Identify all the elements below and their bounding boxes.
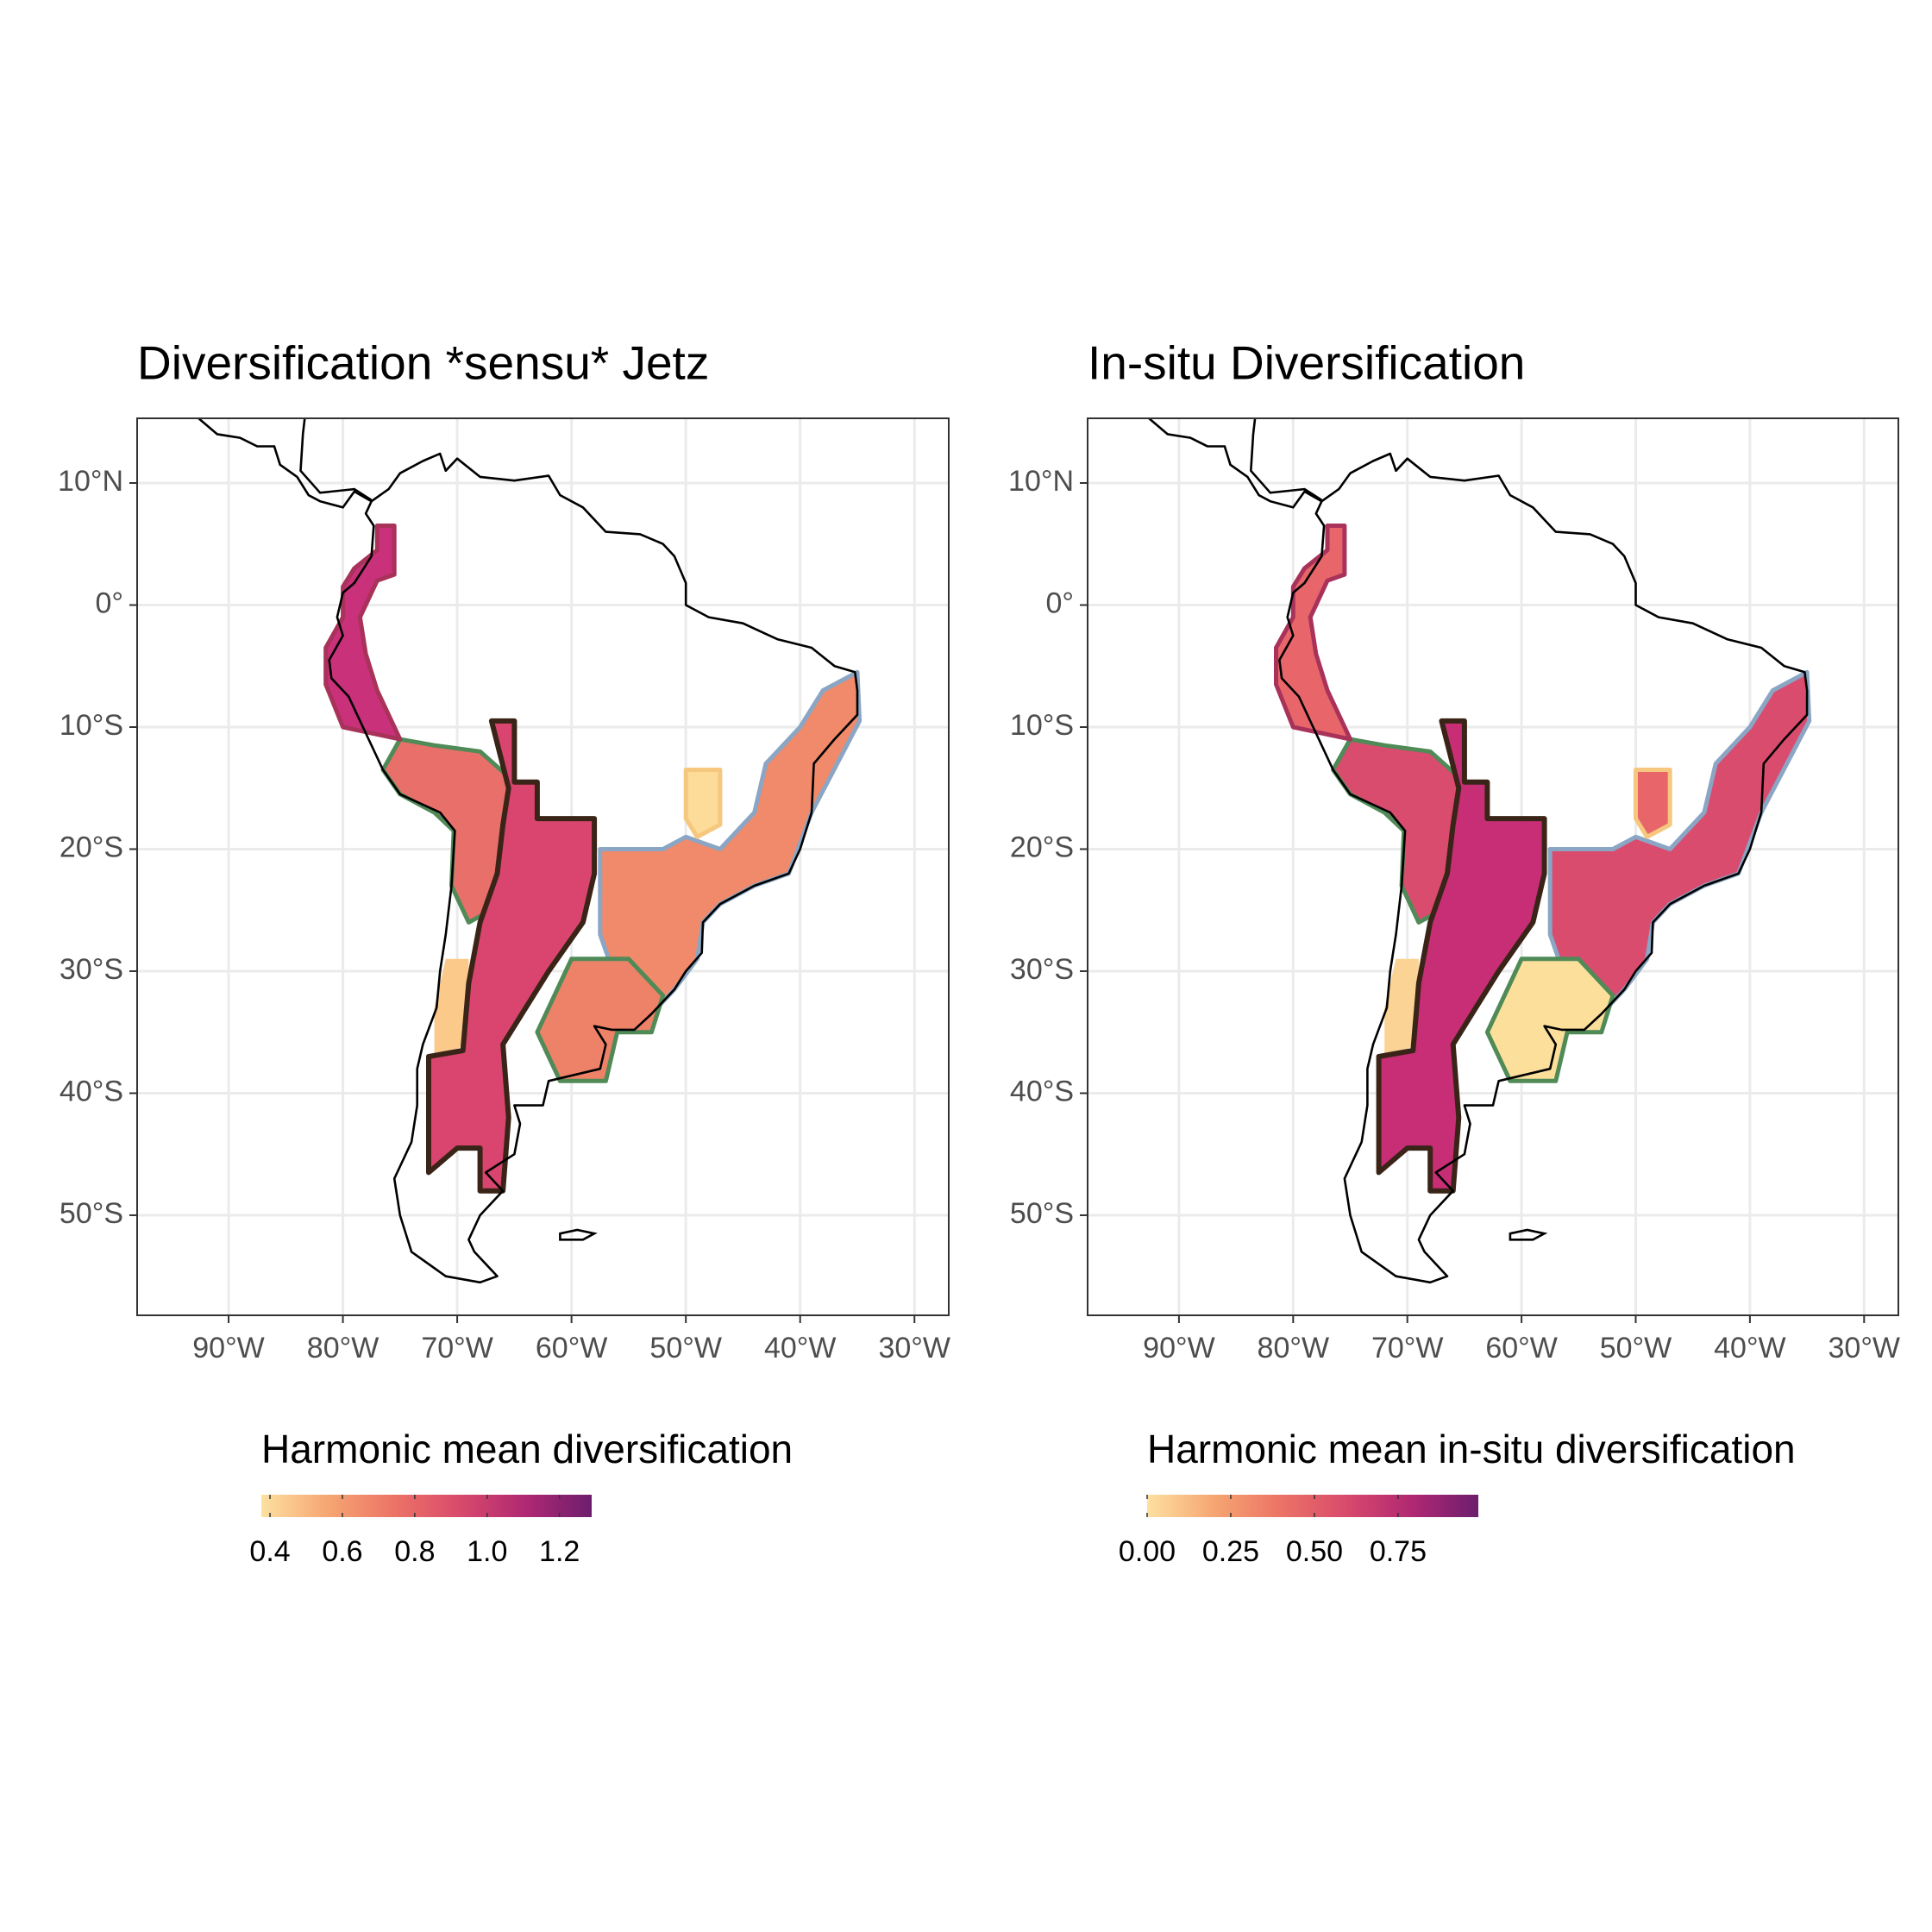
coastline — [1278, 452, 1809, 1284]
region — [434, 958, 469, 1057]
coastline — [299, 418, 373, 501]
legend-tick-label: 1.0 — [467, 1535, 507, 1568]
region — [1274, 524, 1352, 742]
coastline — [1147, 418, 1323, 509]
coastline — [1249, 418, 1323, 501]
y-tick-label: 20°S — [60, 831, 123, 863]
y-tick-label: 0° — [1045, 586, 1074, 619]
x-tick-label: 80°W — [307, 1332, 380, 1364]
legend-title: Harmonic mean in-situ diversification — [1147, 1427, 1796, 1471]
x-tick-label: 60°W — [1485, 1332, 1558, 1364]
x-tick-label: 40°W — [1714, 1332, 1786, 1364]
panel-title: Diversification *sensu* Jetz — [137, 336, 709, 390]
x-tick-label: 90°W — [1143, 1332, 1215, 1364]
x-tick-label: 60°W — [536, 1332, 608, 1364]
map-layer — [197, 418, 862, 1284]
legend-tick-label: 0.6 — [322, 1535, 362, 1568]
region — [1384, 958, 1419, 1057]
x-tick-label: 30°W — [1828, 1332, 1901, 1364]
y-tick-label: 30°S — [1010, 953, 1074, 986]
y-tick-label: 10°S — [60, 709, 123, 742]
x-tick-label: 40°W — [764, 1332, 837, 1364]
panel-border — [1087, 417, 1899, 1316]
y-tick-label: 10°N — [58, 465, 123, 498]
x-tick-label: 50°W — [1600, 1332, 1672, 1364]
legend-tick-label: 0.50 — [1286, 1535, 1343, 1568]
legend-title: Harmonic mean diversification — [261, 1427, 793, 1471]
map-panel: In-situ Diversification 90°W 80°W 70°W 60°W 5… — [1008, 336, 1900, 1568]
legend-tick-label: 0.25 — [1202, 1535, 1259, 1568]
region — [1484, 957, 1615, 1083]
x-tick-label: 30°W — [878, 1332, 950, 1364]
legend-tick-label: 0.8 — [394, 1535, 435, 1568]
map-panel: Diversification *sensu* Jetz 90°W 80°W 70°W… — [58, 336, 950, 1568]
map-layer — [1147, 418, 1812, 1284]
y-tick-label: 10°N — [1008, 465, 1074, 498]
island — [559, 1228, 598, 1241]
region — [683, 768, 723, 839]
legend-tick-label: 1.2 — [539, 1535, 580, 1568]
x-tick-label: 90°W — [192, 1332, 265, 1364]
region — [323, 524, 403, 742]
x-tick-label: 50°W — [649, 1332, 722, 1364]
y-tick-label: 40°S — [1010, 1075, 1074, 1107]
region — [535, 957, 666, 1083]
y-tick-label: 40°S — [60, 1075, 123, 1107]
x-tick-label: 80°W — [1258, 1332, 1330, 1364]
legend-tick-label: 0.4 — [249, 1535, 290, 1568]
coastline — [197, 418, 373, 509]
x-tick-label: 70°W — [1371, 1332, 1444, 1364]
region — [1634, 768, 1672, 839]
x-tick-label: 70°W — [421, 1332, 493, 1364]
panel-border — [136, 417, 950, 1316]
panel-title: In-situ Diversification — [1088, 336, 1525, 390]
y-tick-label: 10°S — [1010, 709, 1074, 742]
island — [1509, 1228, 1548, 1241]
legend-tick-label: 0.00 — [1119, 1535, 1176, 1568]
colorbar — [261, 1495, 592, 1517]
legend-tick-label: 0.75 — [1370, 1535, 1427, 1568]
y-tick-label: 20°S — [1010, 831, 1074, 863]
colorbar — [1147, 1495, 1478, 1517]
y-tick-label: 50°S — [60, 1197, 123, 1230]
y-tick-label: 0° — [95, 586, 123, 619]
coastline — [328, 452, 859, 1284]
y-tick-label: 30°S — [60, 953, 123, 986]
y-tick-label: 50°S — [1010, 1197, 1074, 1230]
